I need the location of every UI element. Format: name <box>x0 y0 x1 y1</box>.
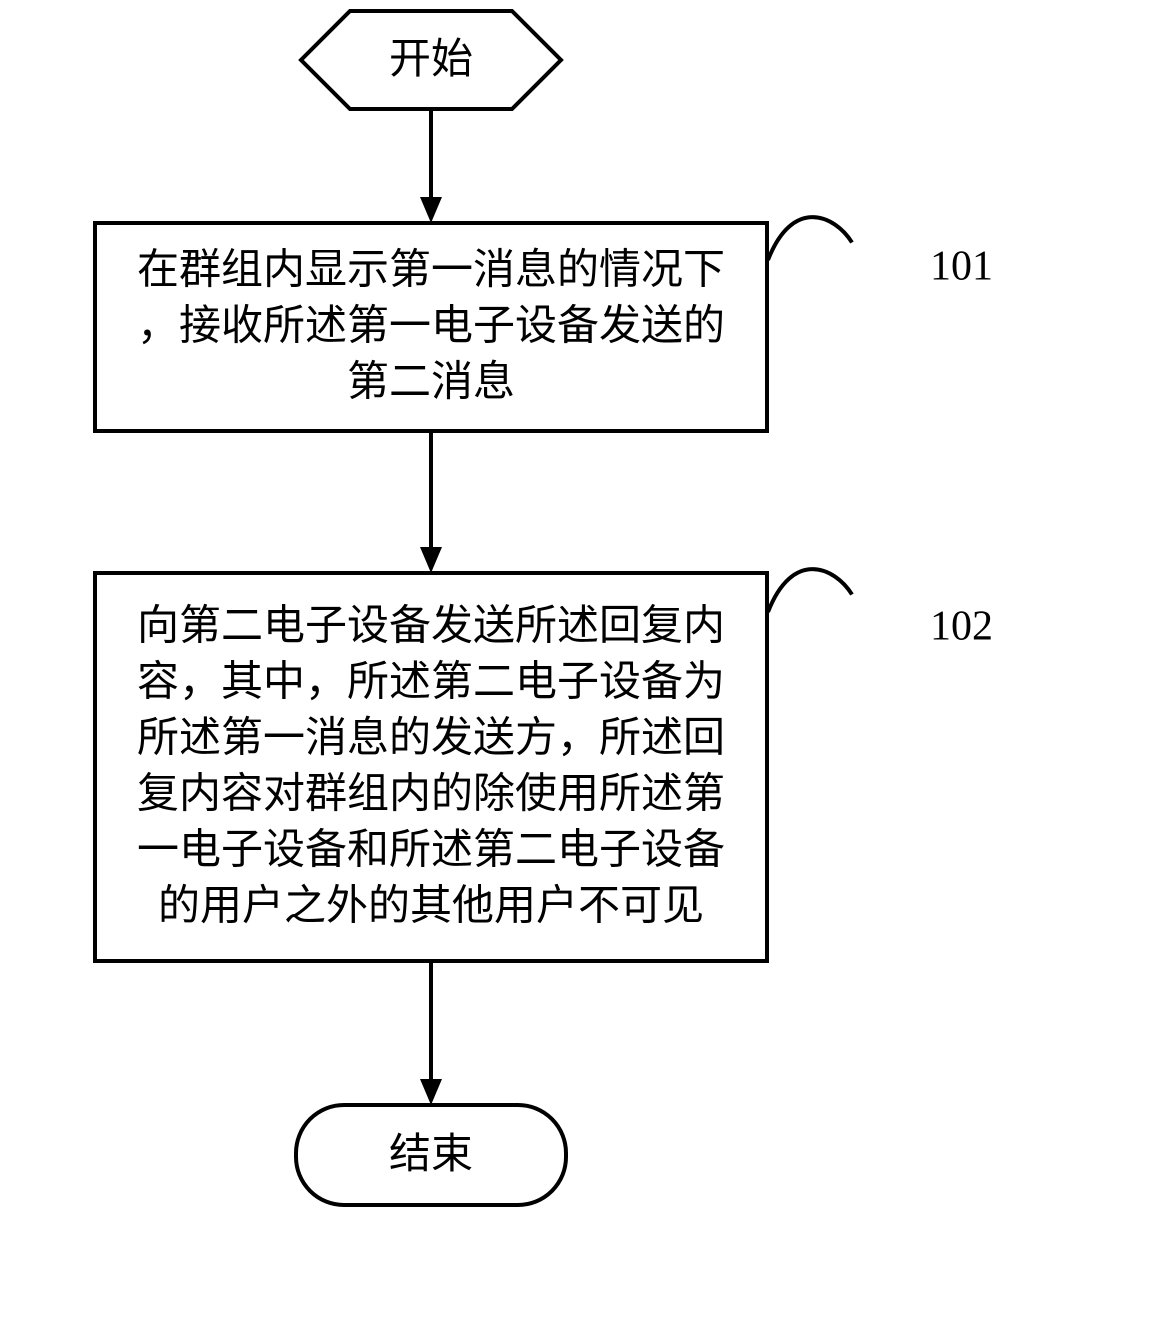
step1-index-label: 101 <box>930 244 993 290</box>
step2-leader <box>768 569 852 612</box>
end: 结束 <box>296 1105 566 1205</box>
start: 开始 <box>301 11 561 109</box>
step1: 在群组内显示第一消息的情况下，接收所述第一电子设备发送的第二消息101 <box>95 217 993 431</box>
step2: 向第二电子设备发送所述回复内容，其中，所述第二电子设备为所述第一消息的发送方，所… <box>95 569 993 961</box>
edge-step1-step2 <box>420 431 442 573</box>
step1-leader <box>768 217 852 260</box>
start-label: 开始 <box>389 37 473 83</box>
edge-step2-end <box>420 961 442 1105</box>
end-label: 结束 <box>389 1132 473 1178</box>
edge-start-step1 <box>420 110 442 223</box>
step2-index-label: 102 <box>930 604 993 650</box>
